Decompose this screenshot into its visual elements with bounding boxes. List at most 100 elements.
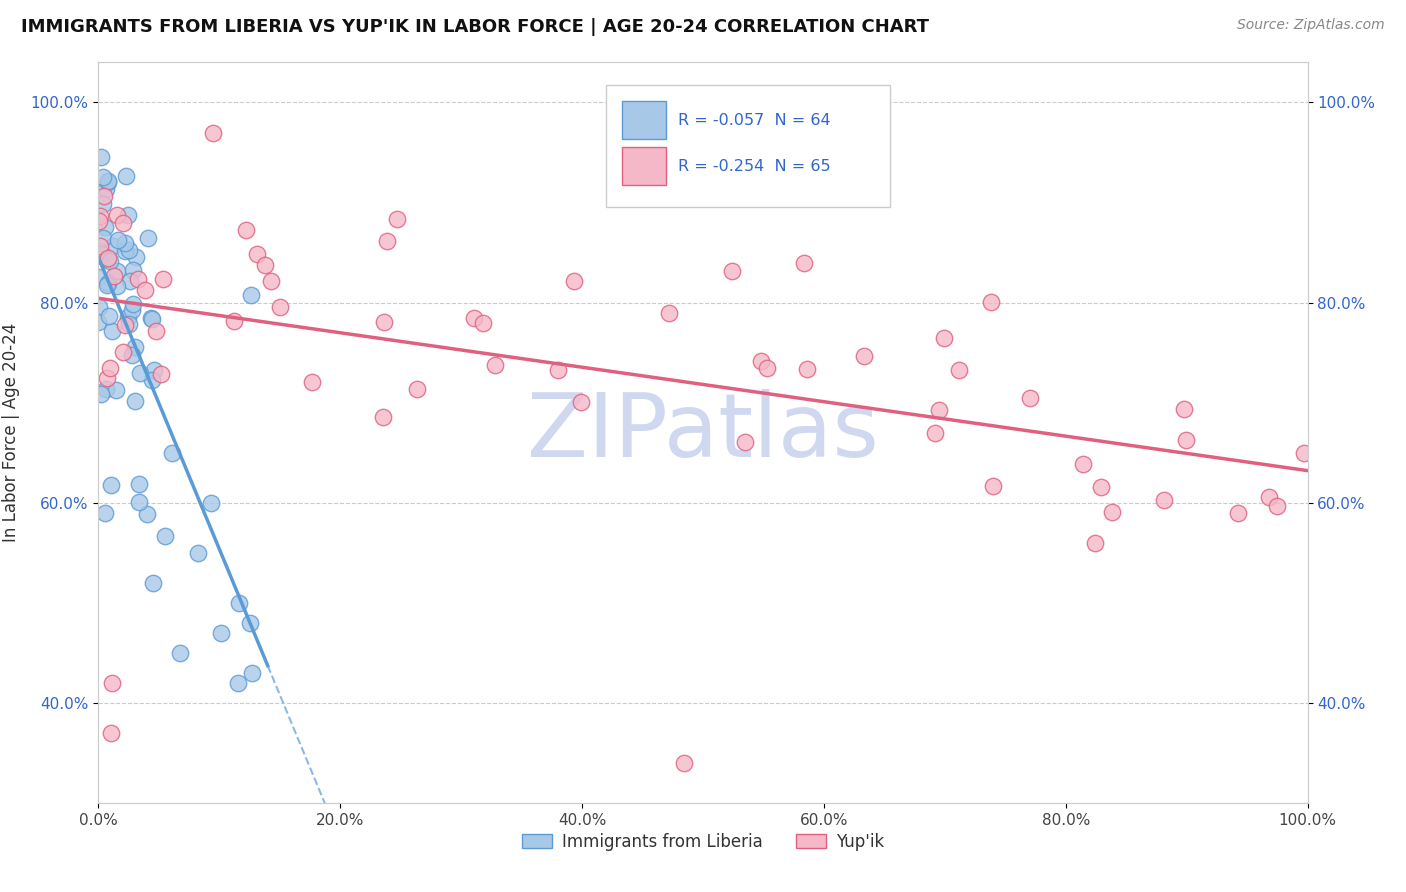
- Point: [373, 315, 395, 329]
- Point: [734, 434, 756, 449]
- Point: [547, 363, 569, 377]
- Point: [90, 150, 112, 164]
- Point: [114, 244, 136, 259]
- Point: [118, 317, 141, 331]
- Point: [89, 301, 111, 315]
- Point: [134, 283, 156, 297]
- Point: [1084, 535, 1107, 549]
- Point: [105, 279, 128, 293]
- Y-axis label: In Labor Force | Age 20-24: In Labor Force | Age 20-24: [1, 323, 20, 542]
- Point: [114, 236, 136, 251]
- Point: [98, 361, 121, 376]
- Point: [385, 212, 408, 227]
- Point: [928, 403, 950, 417]
- Point: [114, 318, 136, 333]
- Point: [1101, 505, 1123, 519]
- Point: [980, 294, 1002, 309]
- Point: [1090, 480, 1112, 494]
- Point: [1173, 402, 1195, 417]
- FancyBboxPatch shape: [606, 85, 890, 207]
- Point: [101, 675, 124, 690]
- Point: [471, 316, 494, 330]
- Point: [89, 214, 111, 228]
- Point: [150, 367, 173, 381]
- Point: [97, 251, 120, 265]
- Point: [246, 246, 269, 260]
- Point: [375, 234, 398, 248]
- Point: [90, 387, 112, 401]
- Point: [657, 306, 679, 320]
- Point: [129, 366, 152, 380]
- Point: [259, 274, 281, 288]
- Point: [139, 310, 162, 325]
- Point: [228, 596, 250, 610]
- Point: [1175, 434, 1198, 448]
- Point: [97, 174, 120, 188]
- Point: [121, 348, 143, 362]
- Point: [96, 371, 118, 385]
- Point: [107, 264, 129, 278]
- Point: [228, 675, 250, 690]
- Point: [983, 479, 1005, 493]
- Point: [239, 288, 262, 302]
- Point: [125, 250, 148, 264]
- Point: [1153, 492, 1175, 507]
- Point: [235, 222, 257, 236]
- Point: [118, 244, 141, 258]
- Point: [187, 546, 209, 560]
- Point: [136, 231, 159, 245]
- Point: [751, 354, 773, 368]
- Point: [924, 425, 946, 440]
- Point: [239, 615, 262, 630]
- Point: [153, 529, 176, 543]
- Point: [101, 324, 124, 338]
- Point: [111, 345, 134, 359]
- Point: [484, 358, 506, 372]
- Point: [301, 375, 323, 389]
- Point: [91, 230, 114, 244]
- Point: [117, 310, 139, 324]
- Point: [87, 270, 110, 285]
- Point: [1257, 490, 1279, 504]
- Point: [107, 233, 129, 247]
- Text: IMMIGRANTS FROM LIBERIA VS YUP'IK IN LABOR FORCE | AGE 20-24 CORRELATION CHART: IMMIGRANTS FROM LIBERIA VS YUP'IK IN LAB…: [21, 18, 929, 36]
- Point: [932, 331, 955, 345]
- Text: Source: ZipAtlas.com: Source: ZipAtlas.com: [1237, 18, 1385, 32]
- Point: [115, 169, 138, 184]
- Point: [141, 311, 163, 326]
- Point: [97, 276, 120, 290]
- Point: [124, 394, 146, 409]
- Point: [98, 254, 121, 268]
- Point: [94, 220, 117, 235]
- Point: [121, 297, 143, 311]
- Point: [569, 394, 592, 409]
- Point: [1073, 458, 1095, 472]
- Point: [93, 506, 115, 520]
- FancyBboxPatch shape: [621, 147, 665, 186]
- Point: [117, 208, 139, 222]
- Point: [142, 363, 165, 377]
- Point: [135, 507, 157, 521]
- Point: [720, 264, 742, 278]
- Point: [209, 625, 232, 640]
- Point: [111, 216, 134, 230]
- Point: [200, 496, 222, 510]
- Point: [124, 340, 146, 354]
- Point: [1265, 500, 1288, 514]
- Point: [121, 302, 143, 317]
- Point: [269, 300, 291, 314]
- Point: [793, 256, 815, 270]
- Point: [100, 478, 122, 492]
- Point: [796, 362, 818, 376]
- Text: R = -0.057  N = 64: R = -0.057 N = 64: [678, 112, 830, 128]
- Point: [463, 310, 485, 325]
- Point: [1226, 506, 1249, 520]
- Point: [93, 189, 115, 203]
- Point: [120, 274, 142, 288]
- Point: [93, 197, 115, 211]
- Point: [90, 247, 112, 261]
- Point: [852, 349, 875, 363]
- Point: [145, 324, 167, 338]
- Point: [142, 575, 165, 590]
- Point: [673, 756, 696, 770]
